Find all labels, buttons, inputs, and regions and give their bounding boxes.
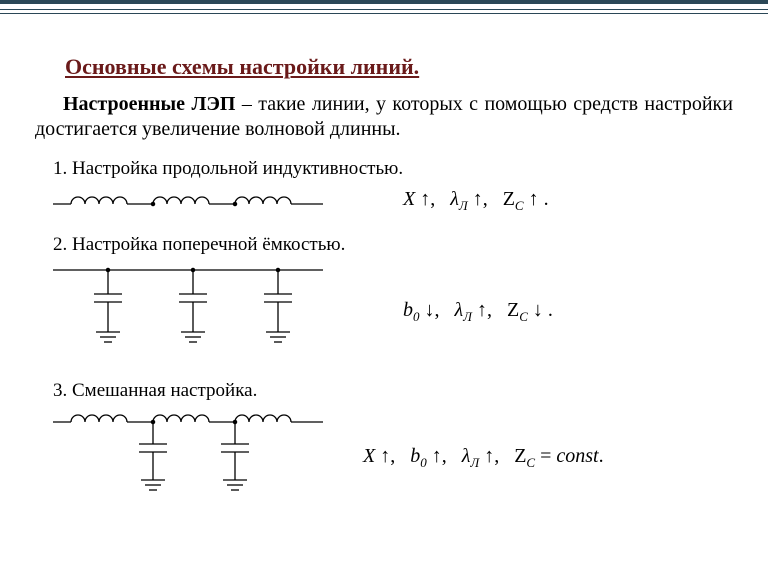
intro-bold: Настроенные ЛЭП	[63, 93, 235, 115]
header-bar	[0, 0, 768, 4]
formula-3: X ↑, b0 ↑, λЛ ↑, ZC = const.	[363, 445, 604, 471]
header-line-1	[0, 9, 768, 10]
formula-2: b0 ↓, λЛ ↑, ZC ↓ .	[403, 299, 553, 325]
intro-paragraph: Настроенные ЛЭП – такие линии, у которых…	[35, 92, 733, 142]
page-title: Основные схемы настройки линий.	[65, 54, 733, 80]
section-2-row: b0 ↓, λЛ ↑, ZC ↓ .	[53, 262, 733, 362]
section-3-row: X ↑, b0 ↑, λЛ ↑, ZC = const.	[53, 408, 733, 508]
section-1-row: X ↑, λЛ ↑, ZC ↑ .	[53, 186, 733, 216]
section-3-label: 3. Смешанная настройка.	[53, 380, 733, 402]
diagram-mixed	[53, 408, 333, 508]
section-1-label: 1. Настройка продольной индуктивностью.	[53, 158, 733, 180]
diagram-capacitors	[53, 262, 333, 362]
formula-1: X ↑, λЛ ↑, ZC ↑ .	[403, 188, 549, 214]
section-2-label: 2. Настройка поперечной ёмкостью.	[53, 234, 733, 256]
content-area: Основные схемы настройки линий. Настроен…	[0, 14, 768, 508]
diagram-inductors	[53, 186, 333, 216]
